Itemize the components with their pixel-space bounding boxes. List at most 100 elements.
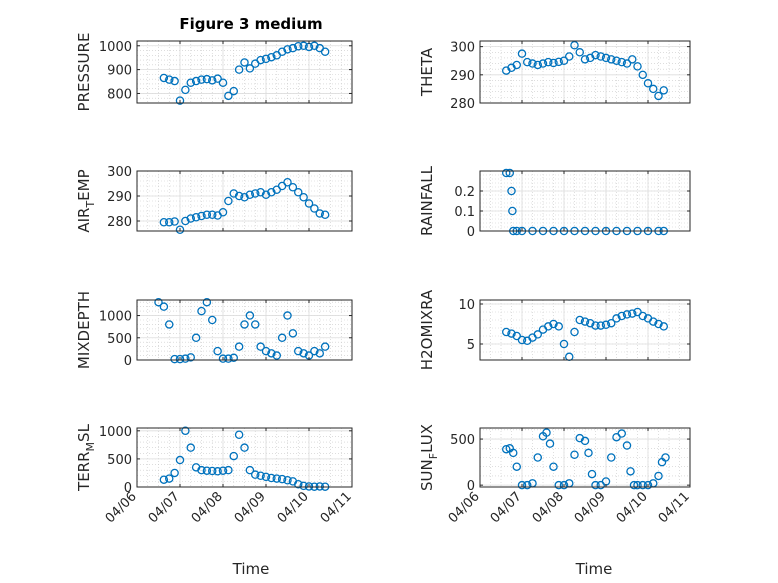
sun-flux-ylabel: SUNFLUX <box>418 424 440 491</box>
sun-flux-data-point <box>523 480 532 490</box>
air-temp-data-point <box>234 191 244 201</box>
h2omixra-data-point <box>649 317 658 326</box>
panel-rainfall: 0 0.1 0.2 RAINFALL <box>418 165 691 240</box>
pressure-data-point <box>267 52 276 62</box>
h2omixra-data-point <box>601 320 611 330</box>
sun-flux-data-point <box>508 448 518 458</box>
theta-data-point <box>565 52 574 61</box>
theta-data-point <box>575 48 585 57</box>
mixdepth-series <box>154 297 330 364</box>
air-temp-ylabel-part: EMP <box>75 169 93 200</box>
h2omixra-ytick-label: 5 <box>467 338 475 353</box>
sun-flux-data-point <box>517 480 527 490</box>
h2omixra-data-point <box>549 319 558 329</box>
air-temp-data-point <box>304 199 314 208</box>
h2omixra-data-point <box>575 315 585 325</box>
h2omixra-data-point <box>580 317 590 326</box>
mixdepth-data-point <box>213 346 222 356</box>
pressure-data-point <box>283 45 292 54</box>
terr-msl-data-point <box>170 468 179 478</box>
sun-flux-data-point <box>617 429 627 438</box>
pressure-ytick-label: 1000 <box>99 40 132 55</box>
theta-data-point <box>638 70 648 80</box>
theta-data-point <box>607 55 616 64</box>
terr-msl-data-point <box>261 472 271 482</box>
pressure-data-point <box>213 74 222 83</box>
mixdepth-data-point <box>267 349 276 358</box>
mixdepth-data-point <box>277 333 287 343</box>
terr-msl-axes-box <box>136 427 353 488</box>
sun-flux-data-point <box>643 480 653 490</box>
mixdepth-data-point <box>170 354 179 364</box>
mixdepth-data-point <box>299 349 308 358</box>
air-temp-data-point <box>283 177 292 187</box>
terr-msl-data-point <box>175 455 185 465</box>
terr-msl-data-point <box>277 474 287 484</box>
air-temp-data-point <box>191 212 201 222</box>
panel-mixdepth: 0 500 1000 MIXDEPTH <box>75 291 353 369</box>
air-temp-data-point <box>315 209 324 218</box>
sun-flux-data-point <box>533 453 543 462</box>
terr-msl-data-point <box>272 474 281 483</box>
air-temp-axes-box <box>136 170 353 232</box>
terr-msl-data-point <box>293 479 303 489</box>
air-temp-data-point <box>207 210 217 219</box>
air-temp-ylabel: AIRTEMP <box>75 169 97 232</box>
air-temp-ytick-label: 290 <box>107 190 132 205</box>
h2omixra-data-point <box>507 329 516 338</box>
h2omixra-series <box>501 307 669 362</box>
terr-msl-data-point <box>267 473 276 483</box>
rainfall-axes-box <box>479 170 691 232</box>
theta-data-point <box>596 52 606 61</box>
theta-data-point <box>601 53 611 63</box>
theta-data-point <box>538 59 548 68</box>
pressure-data-point <box>164 75 174 84</box>
sun-flux-ylabel-subscript: F <box>427 453 440 459</box>
theta-data-point <box>570 40 579 50</box>
pressure-data-point <box>261 54 271 64</box>
air-temp-data-point <box>175 225 185 234</box>
pressure-ytick-label: 800 <box>107 87 132 102</box>
sun-flux-data-point <box>554 480 564 490</box>
h2omixra-data-point <box>517 335 527 345</box>
air-temp-data-point <box>293 187 303 197</box>
sun-flux-data-point <box>584 448 593 458</box>
h2omixra-data-point <box>586 318 595 328</box>
mixdepth-ytick-label: 1000 <box>99 310 132 325</box>
theta-data-point <box>649 84 658 94</box>
terr-msl-ytick-label: 1000 <box>99 425 132 440</box>
rainfall-ytick-label: 0.2 <box>454 185 475 200</box>
rainfall-ytick-label: 0.1 <box>454 205 475 220</box>
pressure-data-point <box>240 58 249 67</box>
pressure-data-point <box>186 78 195 87</box>
panel-h2omixra: 5 10 H2OMIXRA <box>418 289 691 370</box>
panel-theta: 280 290 300 THETA <box>418 40 691 112</box>
panel-air-temp: 280 290 300 AIRTEMP <box>75 165 353 234</box>
pressure-data-point <box>191 76 201 86</box>
air-temp-data-point <box>250 189 260 198</box>
theta-ytick-label: 280 <box>450 97 475 112</box>
rainfall-data-point <box>507 186 516 196</box>
h2omixra-data-point <box>533 330 543 339</box>
mixdepth-data-point <box>320 342 330 351</box>
terr-msl-data-point <box>159 475 169 484</box>
air-temp-ytick-label: 280 <box>107 215 132 230</box>
mixdepth-ytick-label: 500 <box>107 332 132 347</box>
air-temp-data-point <box>299 192 308 202</box>
pressure-data-point <box>181 85 190 95</box>
terr-msl-data-point <box>304 482 314 491</box>
air-temp-ytick-label: 300 <box>107 165 132 180</box>
sun-flux-data-point <box>661 453 670 462</box>
mixdepth-data-point <box>256 342 265 351</box>
pressure-data-point <box>170 76 179 86</box>
air-temp-data-point <box>261 190 271 199</box>
h2omixra-data-point <box>654 319 663 329</box>
air-temp-data-point <box>229 189 238 198</box>
mixdepth-data-point <box>191 333 201 343</box>
mixdepth-data-point <box>181 354 190 363</box>
sun-flux-ytick-label: 500 <box>450 433 475 448</box>
terr-msl-data-point <box>218 466 228 475</box>
mixdepth-data-point <box>175 354 185 364</box>
sun-flux-data-point <box>549 462 558 471</box>
